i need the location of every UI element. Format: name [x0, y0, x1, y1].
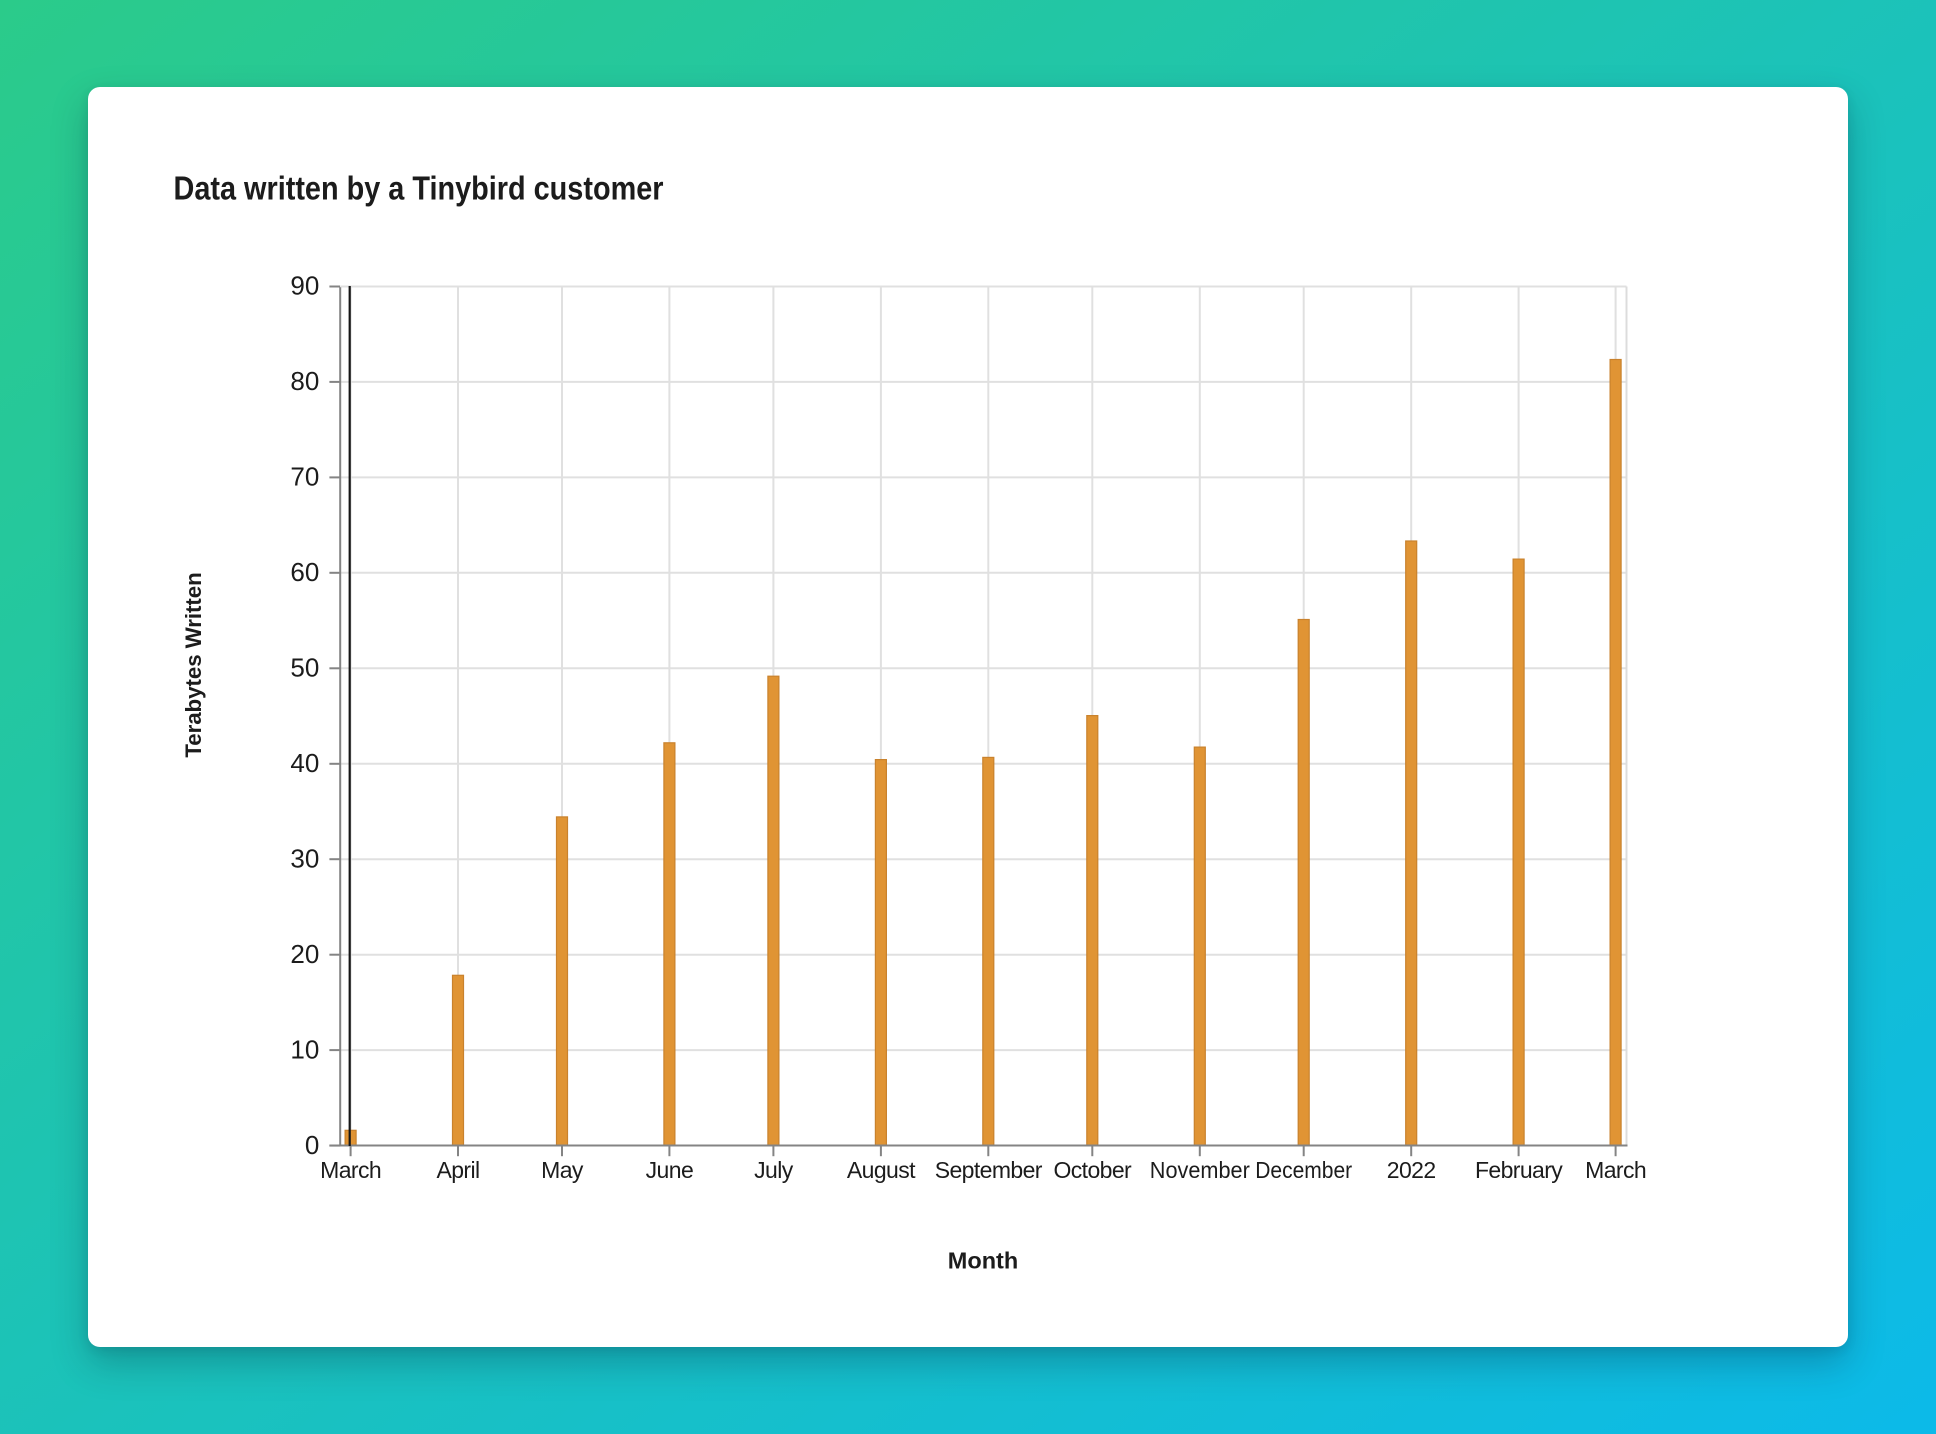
svg-text:90: 90: [290, 271, 319, 301]
svg-text:0: 0: [305, 1130, 319, 1160]
svg-text:February: February: [1475, 1157, 1563, 1183]
svg-text:20: 20: [290, 939, 319, 969]
svg-text:70: 70: [290, 462, 319, 492]
svg-text:March: March: [1585, 1157, 1646, 1183]
svg-text:40: 40: [290, 748, 319, 778]
svg-text:April: April: [436, 1157, 479, 1183]
svg-text:Terabytes Written: Terabytes Written: [181, 572, 206, 757]
svg-text:July: July: [754, 1157, 794, 1183]
svg-text:60: 60: [290, 557, 319, 587]
svg-text:November: November: [1150, 1157, 1250, 1183]
svg-text:30: 30: [290, 843, 319, 873]
svg-text:September: September: [935, 1157, 1043, 1183]
svg-text:December: December: [1255, 1157, 1352, 1183]
svg-text:June: June: [646, 1157, 693, 1183]
svg-text:50: 50: [290, 653, 319, 683]
svg-text:August: August: [847, 1157, 916, 1183]
svg-text:80: 80: [290, 366, 319, 396]
svg-text:10: 10: [290, 1034, 319, 1064]
svg-text:October: October: [1053, 1157, 1132, 1183]
svg-text:Data written by a Tinybird cus: Data written by a Tinybird customer: [174, 169, 664, 206]
svg-text:2022: 2022: [1387, 1157, 1436, 1183]
svg-text:May: May: [541, 1157, 584, 1183]
svg-text:March: March: [320, 1157, 381, 1183]
svg-text:Month: Month: [948, 1247, 1018, 1273]
